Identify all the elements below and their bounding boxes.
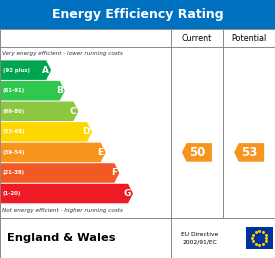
Text: (1-20): (1-20)	[3, 191, 21, 196]
Text: E: E	[98, 148, 104, 157]
Text: (55-68): (55-68)	[3, 129, 25, 134]
Text: Potential: Potential	[232, 34, 267, 43]
Text: A: A	[42, 66, 49, 75]
Text: (69-80): (69-80)	[3, 109, 25, 114]
Text: (92 plus): (92 plus)	[3, 68, 30, 73]
Text: 53: 53	[241, 146, 257, 159]
Text: (39-54): (39-54)	[3, 150, 25, 155]
Polygon shape	[1, 143, 106, 162]
Text: B: B	[56, 86, 63, 95]
Text: EU Directive
2002/91/EC: EU Directive 2002/91/EC	[181, 232, 218, 244]
Polygon shape	[234, 143, 264, 162]
Text: Very energy efficient - lower running costs: Very energy efficient - lower running co…	[2, 51, 123, 56]
Polygon shape	[1, 122, 92, 142]
Text: Energy Efficiency Rating: Energy Efficiency Rating	[52, 8, 223, 21]
Text: (21-38): (21-38)	[3, 171, 25, 175]
Polygon shape	[1, 101, 78, 121]
Bar	[246, 228, 273, 249]
Polygon shape	[1, 60, 51, 80]
Text: (81-91): (81-91)	[3, 88, 25, 93]
Text: Not energy efficient - higher running costs: Not energy efficient - higher running co…	[2, 208, 123, 213]
Polygon shape	[1, 81, 65, 100]
Polygon shape	[1, 163, 119, 183]
Text: C: C	[70, 107, 76, 116]
Text: G: G	[124, 189, 131, 198]
Text: F: F	[111, 168, 117, 178]
Text: Current: Current	[182, 34, 212, 43]
Bar	[0, 0, 275, 29]
Polygon shape	[182, 143, 212, 162]
Bar	[0, 218, 275, 258]
Text: England & Wales: England & Wales	[7, 233, 115, 243]
Text: D: D	[82, 127, 90, 136]
Bar	[0, 29, 275, 218]
Text: 50: 50	[189, 146, 205, 159]
Polygon shape	[1, 184, 133, 203]
